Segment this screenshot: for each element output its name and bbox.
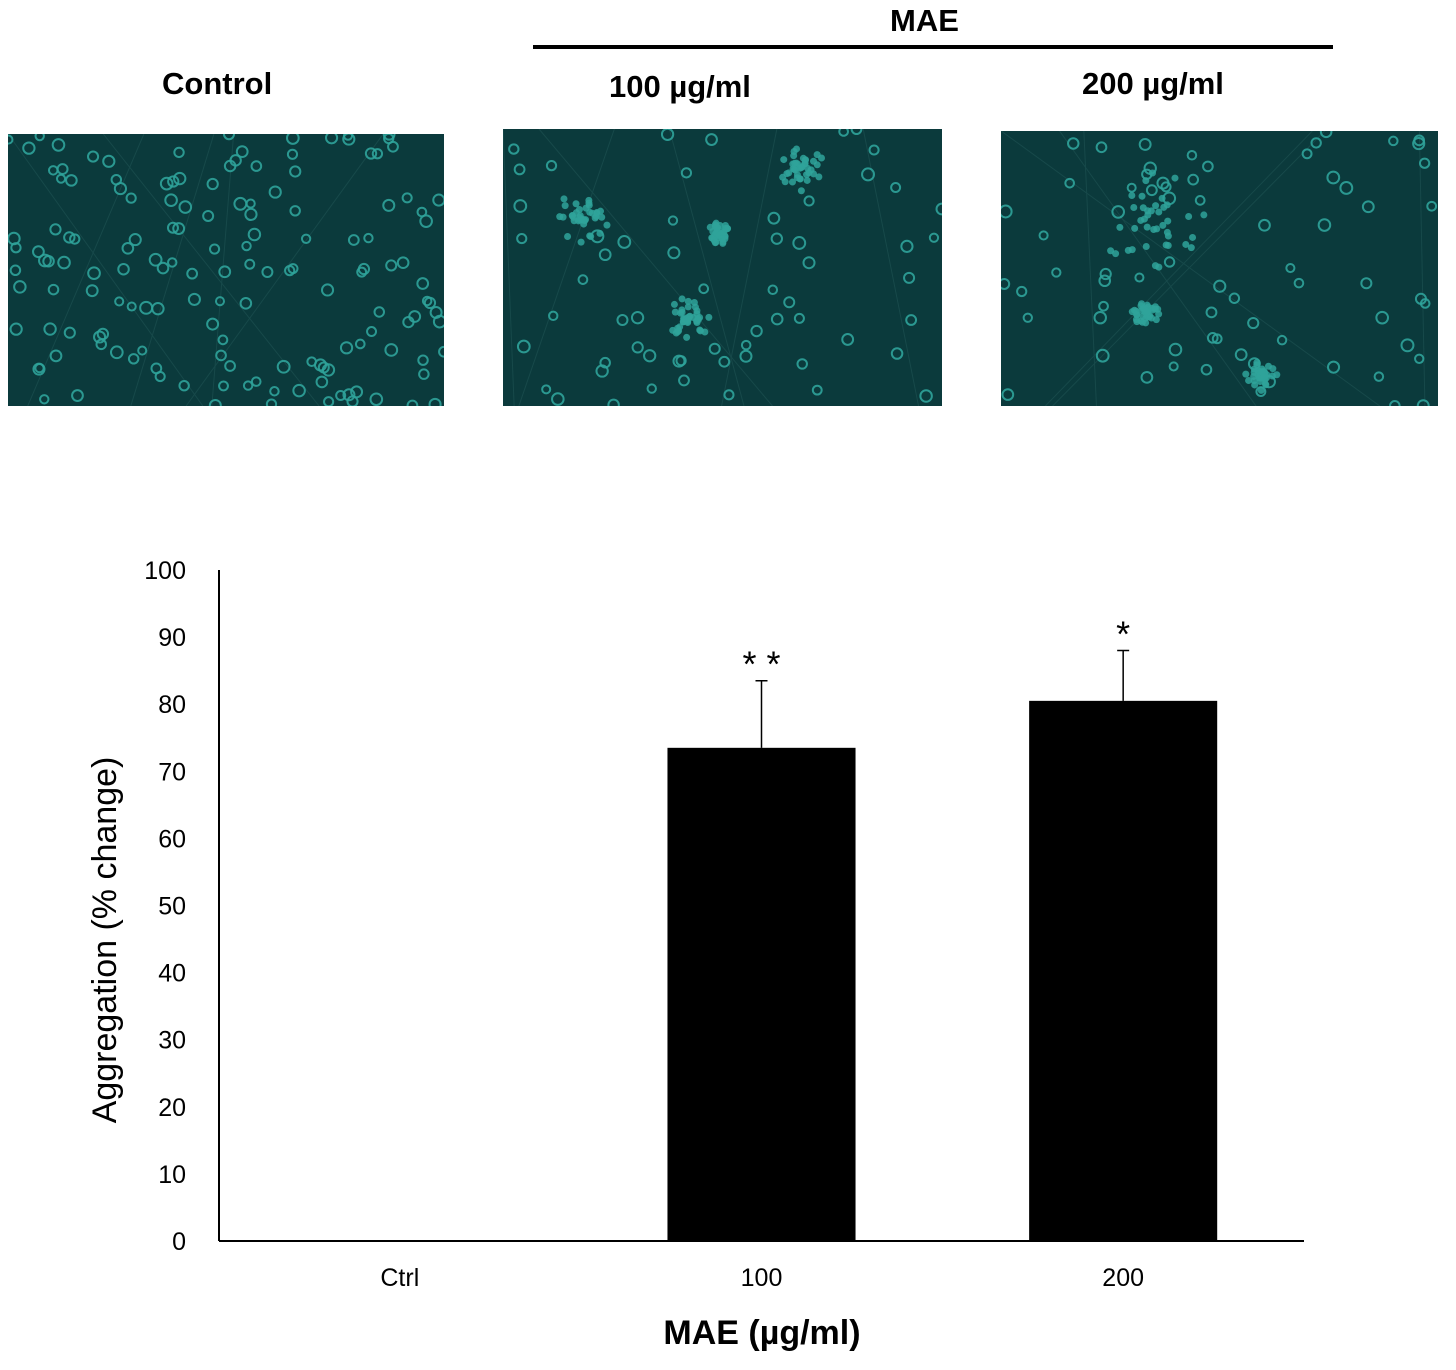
- bar-chart: 0 10 20 30 40 50 60 70 80 90 100 * * * Ctrl 100 200 A…: [86, 557, 1304, 1352]
- y-tick-label: 20: [158, 1094, 186, 1122]
- panel-label-200: 200 µg/ml: [1082, 66, 1224, 101]
- x-tick-label: 200: [1102, 1264, 1144, 1292]
- y-tick-label: 90: [158, 624, 186, 652]
- panel-label-control: Control: [162, 66, 273, 101]
- bar-100: [667, 747, 856, 1241]
- micrograph-100: [503, 129, 942, 406]
- bar-200: [1029, 700, 1218, 1241]
- y-tick-label: 30: [158, 1027, 186, 1055]
- x-axis-label: MAE (µg/ml): [663, 1314, 860, 1352]
- x-tick-label: 100: [741, 1264, 783, 1292]
- micrograph-200: [1001, 131, 1438, 406]
- micrograph-image: [503, 129, 942, 406]
- micrograph-image: [1001, 131, 1438, 406]
- x-tick-label: Ctrl: [380, 1264, 419, 1292]
- y-tick-label: 0: [172, 1228, 186, 1256]
- significance-marker: * *: [742, 644, 780, 685]
- error-bar-100: [755, 679, 768, 748]
- y-tick-label: 50: [158, 893, 186, 921]
- y-tick-label: 70: [158, 758, 186, 786]
- significance-marker: *: [1116, 614, 1130, 655]
- error-bar-200: [1117, 649, 1130, 701]
- panel-label-100: 100 µg/ml: [609, 69, 751, 104]
- y-axis-label: Aggregation (% change): [86, 757, 124, 1124]
- y-tick-label: 60: [158, 825, 186, 853]
- y-tick-label: 80: [158, 691, 186, 719]
- mae-group-header: MAE: [890, 3, 959, 38]
- y-tick-label: 10: [158, 1161, 186, 1189]
- y-tick-label: 100: [144, 557, 186, 585]
- micrograph-control: [8, 134, 444, 406]
- y-tick-label: 40: [158, 960, 186, 988]
- micrograph-image: [8, 134, 444, 406]
- mae-group-line: [533, 45, 1333, 49]
